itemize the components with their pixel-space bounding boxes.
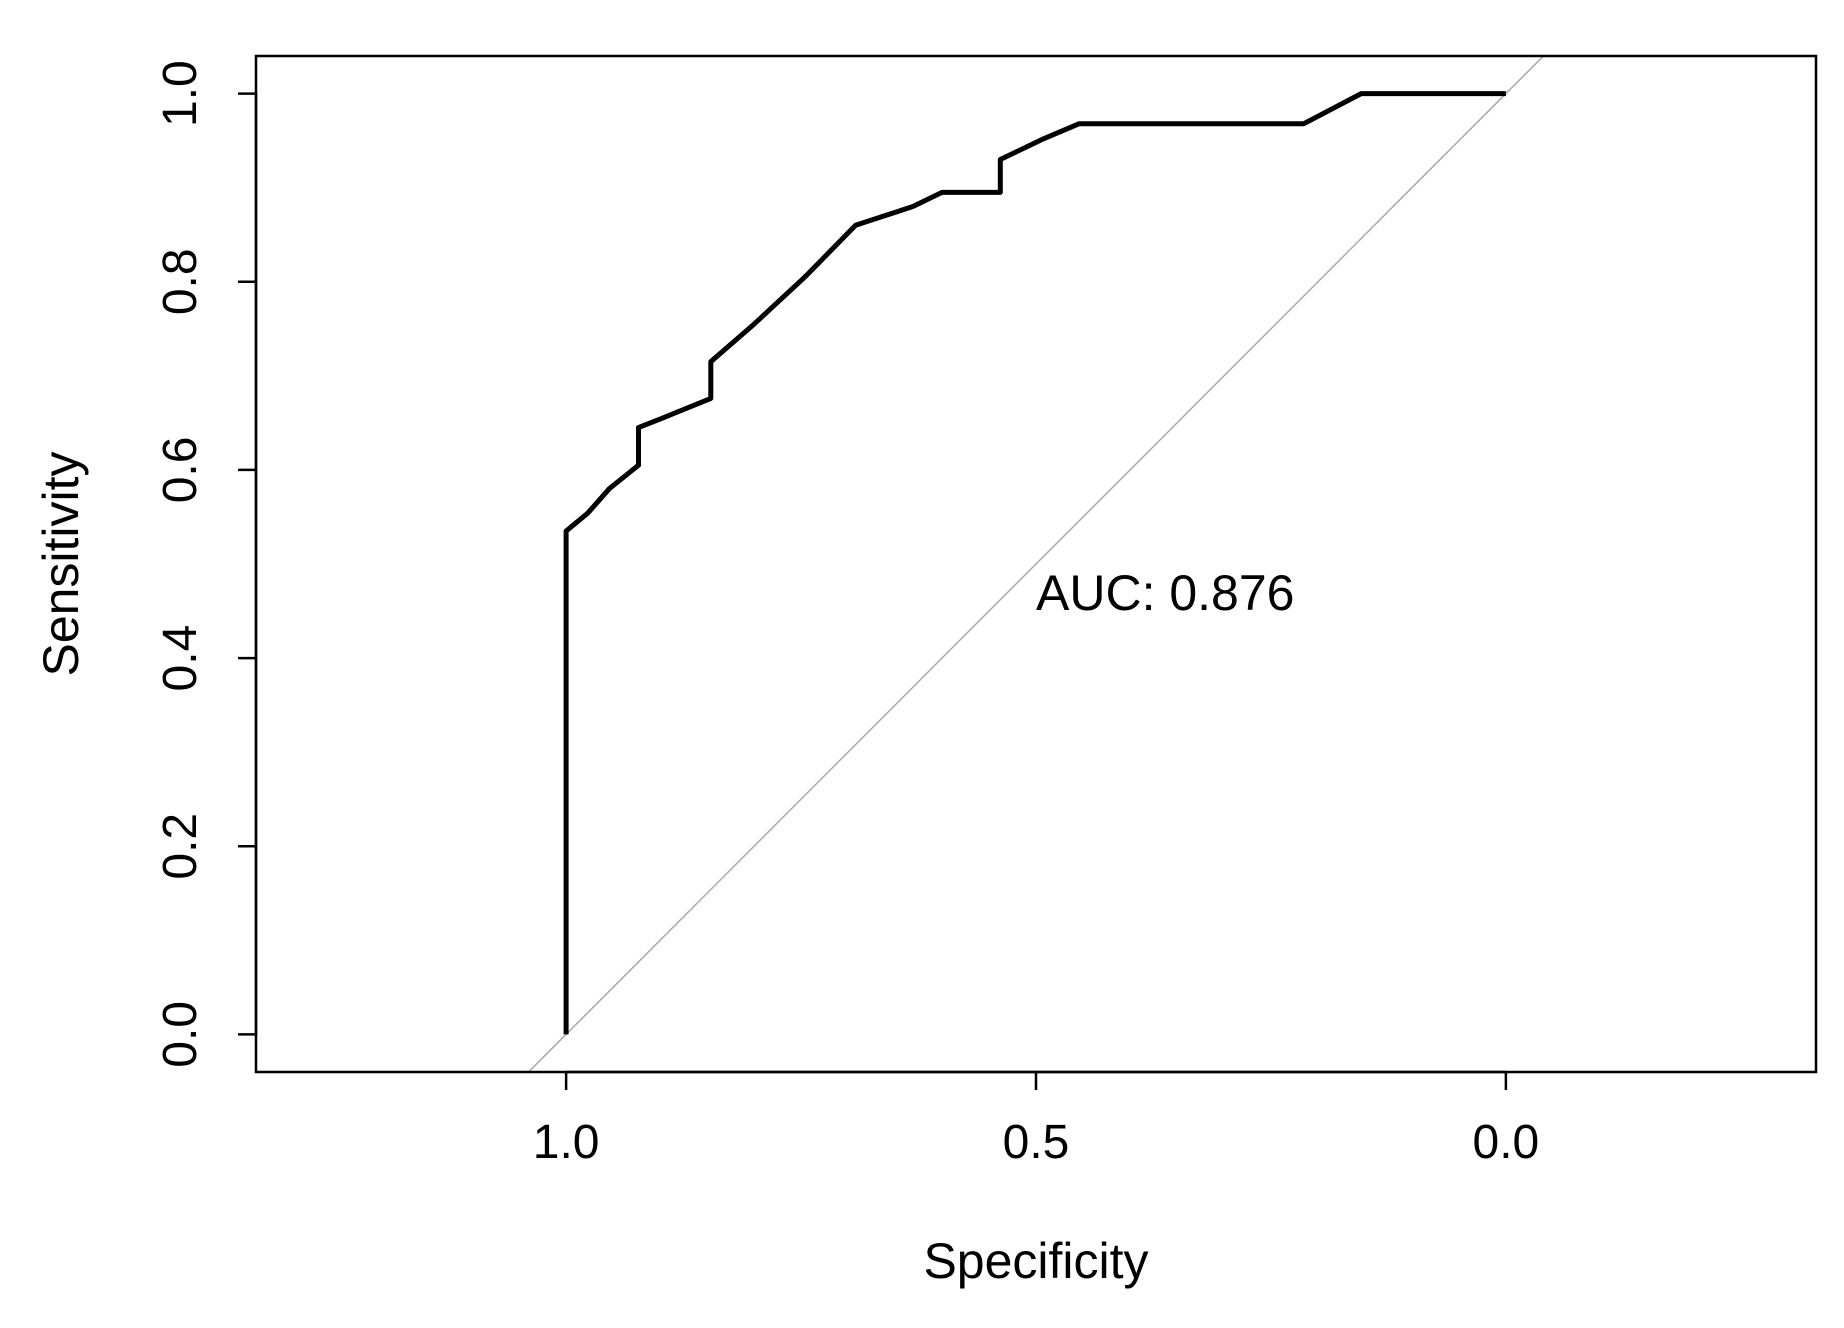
x-axis: 1.0 0.5 0.0 <box>533 1070 1540 1169</box>
x-axis-title: Specificity <box>923 1233 1148 1289</box>
y-axis: 0.0 0.2 0.4 0.6 0.8 1.0 <box>154 60 258 1068</box>
y-tick-label: 0.4 <box>154 625 207 692</box>
y-tick-label: 0.0 <box>154 1001 207 1068</box>
x-tick-label: 0.5 <box>1003 1116 1070 1169</box>
y-axis-title: Sensitivity <box>33 451 89 676</box>
y-tick-label: 0.6 <box>154 437 207 504</box>
y-tick-label: 0.8 <box>154 248 207 315</box>
x-tick-label: 0.0 <box>1473 1116 1540 1169</box>
y-tick-label: 1.0 <box>154 60 207 127</box>
roc-curve-line <box>563 91 1506 1035</box>
x-tick-label: 1.0 <box>533 1116 600 1169</box>
auc-annotation: AUC: 0.876 <box>1036 565 1294 621</box>
reference-diagonal-line <box>527 56 1545 1072</box>
y-tick-label: 0.2 <box>154 813 207 880</box>
